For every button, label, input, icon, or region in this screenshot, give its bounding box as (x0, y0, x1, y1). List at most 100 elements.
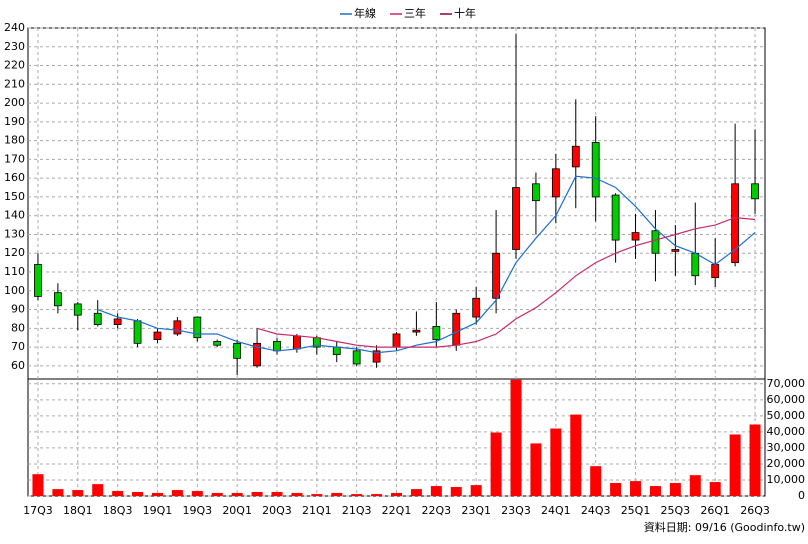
volume-bar (490, 432, 502, 496)
y2-tick-label: 40,000 (767, 425, 806, 438)
candle-body (372, 350, 381, 363)
candle-body (532, 183, 540, 202)
volume-bar (430, 486, 442, 496)
y-tick-label: 170 (4, 152, 25, 165)
y-tick-label: 70 (11, 340, 25, 353)
x-tick-label: 25Q1 (621, 504, 651, 517)
volume-bar (351, 494, 363, 496)
x-tick-label: 17Q3 (23, 504, 53, 517)
x-tick-label: 23Q1 (461, 504, 491, 517)
x-tick-label: 26Q3 (740, 504, 770, 517)
volume-bar (191, 491, 203, 496)
y2-tick-label: 30,000 (767, 441, 806, 454)
volume-bar (530, 443, 542, 496)
volume-bar (211, 492, 223, 496)
volume-bar (470, 485, 482, 496)
candle-body (671, 249, 680, 252)
volume-bar (371, 494, 383, 496)
source-note: 資料日期: 09/16 (Goodinfo.tw) (644, 520, 805, 534)
volume-bar (151, 492, 163, 496)
candle-body (53, 292, 62, 307)
y-tick-label: 220 (4, 59, 25, 72)
volume-bar (410, 489, 422, 496)
x-tick-label: 23Q3 (501, 504, 531, 517)
candle-body (93, 312, 102, 325)
volume-bar (171, 490, 183, 496)
legend-label: 年線 (354, 6, 376, 20)
x-tick-label: 24Q1 (541, 504, 571, 517)
y-tick-label: 80 (11, 321, 25, 334)
volume-bar (331, 492, 343, 496)
y-tick-label: 240 (4, 21, 25, 34)
y-tick-label: 120 (4, 246, 25, 259)
y-tick-label: 150 (4, 190, 25, 203)
volume-bar (610, 483, 622, 496)
volume-bar (112, 491, 124, 496)
ma-line (97, 175, 756, 354)
volume-bar (251, 491, 263, 496)
candle-body (651, 230, 660, 254)
candle-body (432, 326, 441, 340)
y-tick-label: 180 (4, 134, 25, 147)
candle-body (153, 331, 162, 340)
y-tick-label: 210 (4, 77, 25, 90)
x-tick-label: 18Q3 (103, 504, 133, 517)
candle-body (751, 183, 759, 200)
x-tick-label: 24Q3 (581, 504, 611, 517)
candle-body (133, 320, 142, 344)
volume-bar (669, 483, 681, 496)
x-tick-label: 22Q3 (422, 504, 452, 517)
y-tick-label: 60 (11, 359, 25, 372)
y-tick-label: 200 (4, 96, 25, 109)
volume-bar (649, 486, 661, 496)
candle-body (551, 168, 560, 198)
volume-bar (510, 379, 522, 496)
volume-bar (72, 490, 84, 496)
candle-body (73, 303, 82, 316)
ma-line (256, 216, 756, 348)
candle-body (392, 333, 401, 348)
volume-bar (291, 492, 303, 496)
volume-bar (729, 434, 741, 496)
candle-body (193, 316, 202, 339)
volume-bar (132, 491, 144, 496)
y-tick-label: 230 (4, 40, 25, 53)
candle-body (711, 264, 720, 279)
y-tick-label: 160 (4, 171, 25, 184)
y-tick-label: 190 (4, 115, 25, 128)
candle-body (631, 232, 640, 241)
volume-bar (550, 428, 562, 496)
candle-body (492, 252, 500, 299)
y-tick-label: 140 (4, 209, 25, 222)
volume-bar (32, 474, 44, 496)
x-tick-label: 19Q3 (182, 504, 212, 517)
volume-bar (590, 466, 602, 496)
x-tick-label: 21Q1 (302, 504, 332, 517)
x-tick-label: 25Q3 (661, 504, 691, 517)
x-tick-label: 18Q1 (63, 504, 93, 517)
volume-bar (570, 414, 582, 496)
volume-bar (689, 475, 701, 496)
candle-body (113, 318, 122, 325)
volume-bar (52, 489, 64, 496)
x-tick-label: 21Q3 (342, 504, 372, 517)
x-tick-label: 19Q1 (143, 504, 173, 517)
x-tick-label: 20Q1 (222, 504, 252, 517)
legend-label: 十年 (454, 6, 476, 20)
candle-body (571, 145, 580, 168)
y2-tick-label: 70,000 (767, 377, 806, 390)
x-tick-label: 26Q1 (700, 504, 730, 517)
candle-body (352, 350, 361, 365)
volume-bar (630, 481, 642, 496)
y2-tick-label: 0 (798, 489, 805, 502)
y-tick-label: 100 (4, 284, 25, 297)
candle-body (34, 264, 42, 297)
volume-bar (709, 482, 721, 496)
candle-body (691, 252, 700, 277)
candle-body (233, 342, 242, 359)
candle-body (731, 183, 740, 264)
candle-body (412, 329, 421, 333)
candle-body (332, 346, 341, 355)
